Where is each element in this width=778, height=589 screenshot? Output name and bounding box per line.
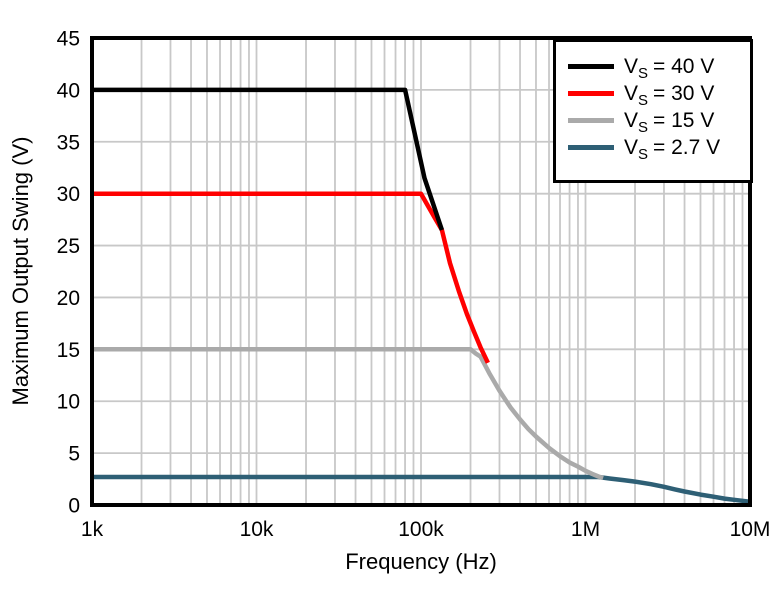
series-line-vs-40-v: [92, 87, 445, 231]
x-tick-label: 1k: [81, 518, 104, 541]
y-tick-label: 15: [57, 339, 80, 362]
legend-label-vs-15: VS = 15 V: [624, 108, 715, 136]
y-tick-label: 35: [57, 131, 80, 154]
legend-item-vs-30: VS = 30 V: [556, 80, 750, 109]
y-tick-label: 10: [57, 391, 80, 414]
legend: VS = 40 V VS = 30 V VS = 15 V VS = 2.7 V: [553, 39, 753, 183]
x-tick-label: 1M: [571, 518, 600, 541]
x-axis-title: Frequency (Hz): [345, 549, 497, 574]
y-tick-label: 45: [57, 28, 80, 51]
x-tick-label: 10k: [240, 518, 274, 541]
legend-item-vs-40: VS = 40 V: [556, 53, 750, 82]
series-line-vs-30-v: [92, 191, 490, 364]
y-tick-label: 40: [57, 79, 80, 102]
legend-item-vs-15: VS = 15 V: [556, 107, 750, 136]
x-tick-labels: 1k 10k 100k 1M 10M: [81, 518, 771, 541]
series-line-vs-2.7-v: [92, 474, 751, 504]
y-tick-labels: 0 5 10 15 20 25 30 35 40 45: [57, 28, 80, 518]
y-tick-label: 25: [57, 235, 80, 258]
legend-line-sample-vs-15: [568, 118, 614, 123]
y-tick-label: 20: [57, 287, 80, 310]
legend-line-sample-vs-2p7: [568, 145, 614, 150]
legend-line-sample-vs-40: [568, 64, 614, 69]
x-tick-label: 100k: [398, 518, 444, 541]
legend-label-vs-2p7: VS = 2.7 V: [624, 135, 721, 163]
plot-frame: [90, 36, 752, 507]
legend-item-vs-2p7: VS = 2.7 V: [556, 134, 750, 163]
y-axis-title: Maximum Output Swing (V): [8, 136, 33, 406]
legend-label-vs-40: VS = 40 V: [624, 54, 715, 82]
x-tick-label: 10M: [730, 518, 771, 541]
y-tick-label: 5: [68, 443, 80, 466]
series-line-vs-15-v: [92, 347, 604, 481]
series-lines: [92, 87, 751, 504]
gridlines: [92, 38, 750, 505]
y-tick-label: 30: [57, 183, 80, 206]
y-tick-label: 0: [68, 495, 80, 518]
legend-label-vs-30: VS = 30 V: [624, 81, 715, 109]
legend-line-sample-vs-30: [568, 91, 614, 96]
